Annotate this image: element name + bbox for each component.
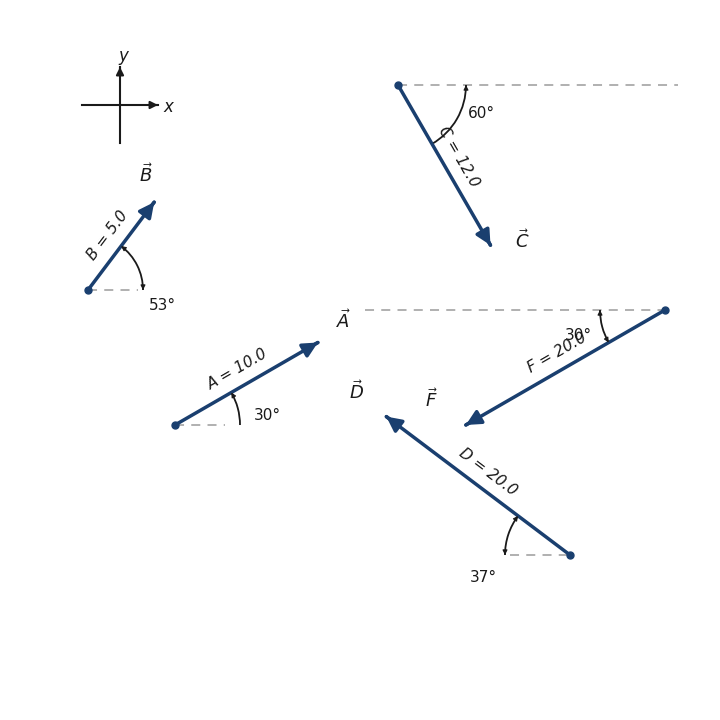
Text: F = 20.0: F = 20.0 [525,330,589,376]
Text: A = 10.0: A = 10.0 [205,346,271,392]
Text: $\vec{A}$: $\vec{A}$ [336,310,351,333]
Text: 30°: 30° [254,408,281,423]
Text: x: x [163,98,173,116]
Text: $\vec{D}$: $\vec{D}$ [348,379,364,402]
Text: $\vec{C}$: $\vec{C}$ [516,229,530,252]
Text: y: y [118,47,128,65]
Text: B = 5.0: B = 5.0 [84,208,131,264]
Text: D = 20.0: D = 20.0 [456,446,521,499]
Text: 37°: 37° [470,570,497,585]
Text: 60°: 60° [468,106,495,120]
Text: $\vec{B}$: $\vec{B}$ [139,163,153,186]
Text: 53°: 53° [149,299,176,313]
Text: C = 12.0: C = 12.0 [436,124,482,189]
Text: $\vec{F}$: $\vec{F}$ [425,388,437,411]
Text: 30°: 30° [565,328,592,343]
